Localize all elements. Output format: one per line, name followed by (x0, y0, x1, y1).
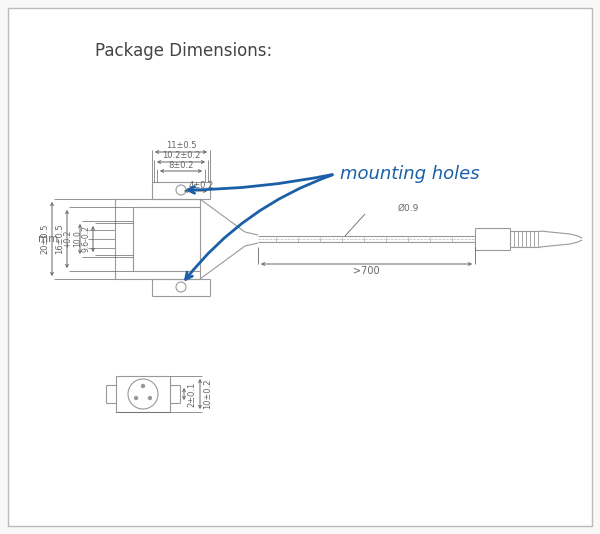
FancyBboxPatch shape (116, 376, 170, 412)
Circle shape (141, 384, 145, 388)
Text: 10±0.2: 10±0.2 (203, 379, 212, 409)
Circle shape (148, 396, 152, 400)
Text: 10.2±0.2: 10.2±0.2 (162, 152, 200, 161)
Text: 11±0.5: 11±0.5 (166, 142, 196, 151)
Text: +0.2
10.0: +0.2 10.0 (64, 230, 83, 248)
Text: 16±0.5: 16±0.5 (56, 224, 65, 254)
Text: 9.6-0.2: 9.6-0.2 (82, 225, 91, 253)
Text: 4±0.2: 4±0.2 (188, 180, 214, 190)
Text: 8±0.2: 8±0.2 (169, 161, 194, 169)
Text: Package Dimensions:: Package Dimensions: (95, 42, 272, 60)
Circle shape (134, 396, 138, 400)
Text: mm: mm (38, 234, 58, 244)
Text: 20±0.5: 20±0.5 (41, 224, 49, 254)
Text: >700: >700 (353, 266, 380, 276)
Text: mounting holes: mounting holes (340, 165, 479, 183)
Text: Ø0.9: Ø0.9 (398, 204, 419, 213)
FancyBboxPatch shape (8, 8, 592, 526)
Text: 2±0.1: 2±0.1 (187, 381, 196, 406)
